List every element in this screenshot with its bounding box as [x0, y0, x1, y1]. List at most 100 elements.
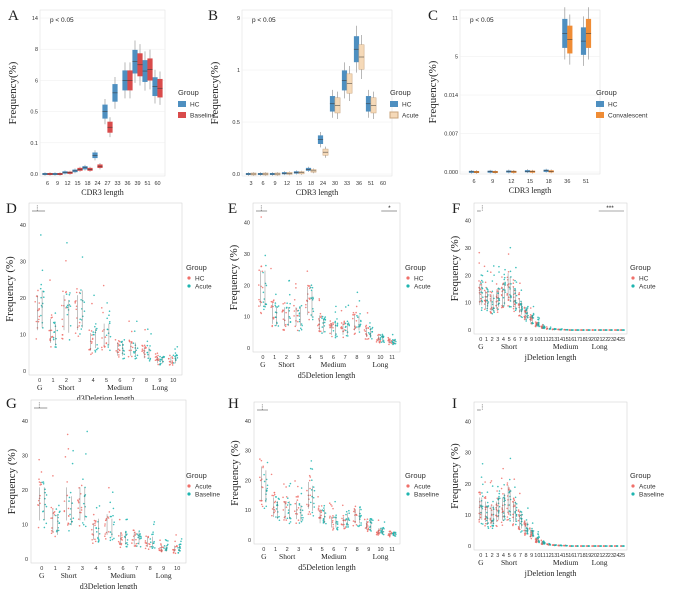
data-point-acute	[512, 498, 515, 500]
data-point-baseline	[43, 526, 46, 529]
data-point-hc	[294, 325, 297, 328]
data-point-acute	[481, 307, 483, 309]
data-point-hc	[340, 322, 343, 324]
data-point-acute	[159, 363, 161, 365]
data-point-acute	[119, 546, 122, 549]
data-point-hc	[144, 328, 146, 331]
data-point-acute	[175, 534, 177, 536]
x-tick-label: 1	[485, 553, 488, 559]
data-point-acute	[120, 542, 123, 545]
data-point-hc	[340, 327, 343, 330]
data-point-acute	[493, 297, 495, 300]
data-point-acute	[262, 271, 264, 274]
data-point-acute	[105, 334, 108, 337]
legend-key	[631, 484, 635, 488]
group-label: Medium	[107, 383, 133, 392]
data-point-baseline	[480, 476, 483, 478]
data-point-hc	[282, 318, 285, 320]
data-point-baseline	[137, 542, 139, 545]
data-point-acute	[109, 349, 111, 352]
data-point-baseline	[492, 500, 494, 503]
legend-label: HC	[195, 276, 205, 283]
x-tick-label: 21	[596, 553, 602, 559]
data-point-acute	[146, 351, 149, 354]
x-tick-label: 4	[94, 566, 97, 572]
data-point-acute	[504, 281, 506, 284]
panel-letter: F	[452, 201, 460, 217]
data-point-baseline	[369, 528, 371, 531]
data-point-hc	[391, 342, 393, 345]
data-point-acute	[275, 293, 277, 296]
data-point-hc	[485, 291, 488, 294]
data-point-baseline	[526, 531, 529, 533]
data-point-acute	[38, 478, 40, 480]
data-point-hc	[512, 285, 515, 288]
data-point-baseline	[537, 540, 540, 542]
data-point-hc	[284, 323, 287, 326]
legend-title: Group	[405, 263, 426, 272]
data-point-acute	[394, 338, 396, 341]
data-point-hc	[591, 329, 594, 331]
data-point-acute	[149, 545, 151, 548]
data-point-acute	[493, 310, 495, 312]
data-point-hc	[91, 302, 93, 305]
data-point-acute	[174, 348, 176, 350]
data-point-hc	[38, 315, 41, 318]
data-point-acute	[108, 322, 111, 325]
y-axis-title: Frequency (%)	[228, 244, 240, 310]
data-point-baseline	[481, 495, 484, 497]
y-tick-label: 0	[248, 538, 251, 544]
data-point-hc	[293, 298, 296, 301]
legend-label: Acute	[402, 113, 419, 120]
data-point-hc	[329, 325, 331, 327]
data-point-baseline	[298, 502, 301, 505]
data-point-hc	[479, 281, 482, 283]
data-point-hc	[479, 283, 482, 286]
data-point-acute	[507, 513, 510, 515]
data-point-acute	[481, 296, 484, 298]
data-point-baseline	[70, 520, 73, 523]
data-point-acute	[510, 276, 512, 278]
data-point-baseline	[180, 540, 182, 543]
data-point-hc	[117, 351, 120, 354]
data-point-baseline	[82, 478, 84, 480]
data-point-acute	[317, 495, 319, 498]
data-point-acute	[358, 331, 361, 333]
data-point-baseline	[520, 531, 522, 533]
data-point-hc	[270, 267, 272, 270]
data-point-acute	[121, 352, 124, 354]
legend-key	[406, 492, 410, 496]
data-point-hc	[102, 311, 104, 314]
data-point-acute	[394, 342, 397, 345]
data-point-acute	[346, 320, 349, 323]
data-point-acute	[296, 499, 299, 501]
data-point-baseline	[68, 496, 71, 499]
data-point-acute	[259, 458, 261, 460]
data-point-acute	[262, 301, 265, 303]
data-point-baseline	[392, 532, 395, 534]
data-point-acute	[162, 360, 164, 363]
data-point-acute	[135, 532, 137, 535]
data-point-acute	[352, 524, 355, 527]
y-tick-label: 5	[455, 55, 458, 61]
data-point-acute	[108, 314, 110, 317]
x-tick-label: 2	[491, 337, 494, 343]
data-point-acute	[264, 303, 267, 305]
data-point-acute	[502, 283, 505, 285]
data-point-baseline	[502, 519, 505, 522]
data-point-acute	[135, 349, 138, 352]
data-point-baseline	[42, 482, 45, 485]
data-point-acute	[159, 355, 161, 358]
data-point-acute	[537, 316, 539, 319]
data-point-acute	[504, 268, 506, 271]
data-point-hc	[154, 353, 157, 355]
data-point-hc	[478, 291, 481, 294]
data-point-acute	[501, 524, 504, 526]
x-tick-label: 9	[530, 337, 533, 343]
data-point-baseline	[150, 545, 153, 548]
data-point-baseline	[45, 522, 48, 525]
data-point-acute	[133, 529, 135, 532]
data-point-acute	[147, 353, 149, 356]
data-point-acute	[496, 490, 498, 492]
